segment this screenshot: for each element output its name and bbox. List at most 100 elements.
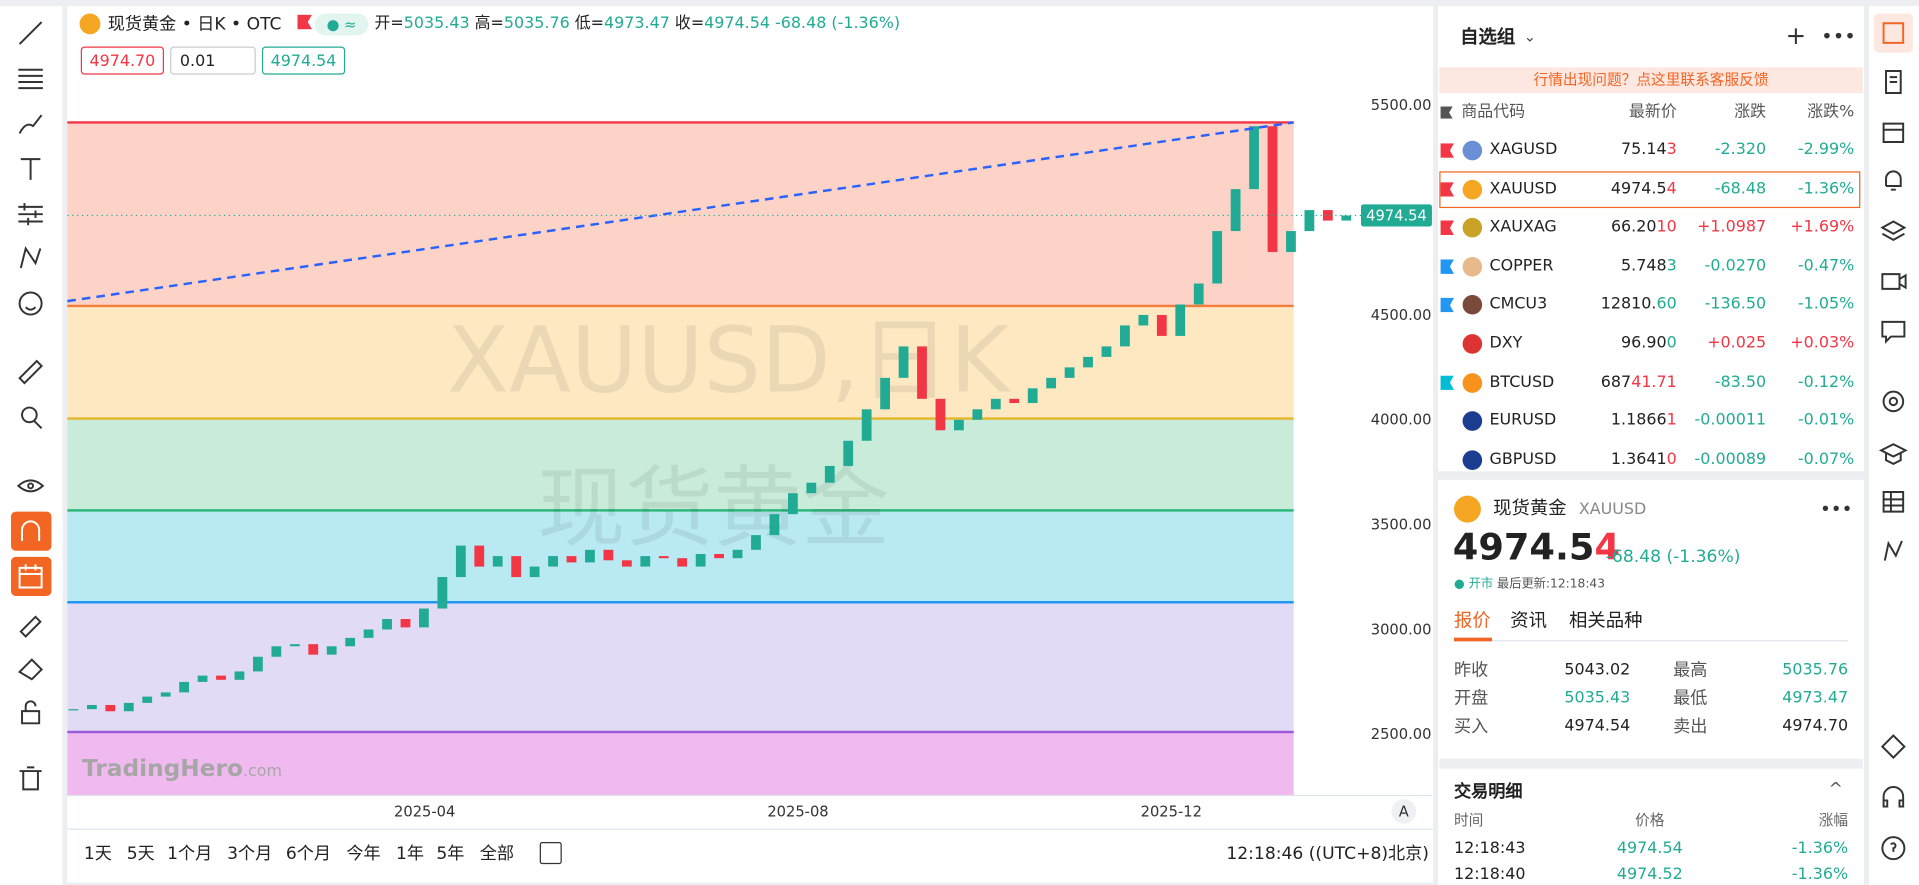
nav-icon[interactable] <box>1882 491 1905 513</box>
timeframe[interactable]: 1年 <box>395 844 425 865</box>
qty-input[interactable]: 0.01 <box>170 46 256 75</box>
nav-icon[interactable] <box>1882 390 1905 413</box>
tool-icon[interactable] <box>19 766 42 791</box>
tab[interactable]: 报价 <box>1453 609 1491 632</box>
symbol[interactable]: CMCU3 <box>1489 295 1548 314</box>
compare-button[interactable] <box>539 842 562 865</box>
nav-icon[interactable] <box>1882 785 1905 808</box>
market-status: ● ≈ <box>314 13 369 36</box>
tool-icon[interactable] <box>21 406 43 430</box>
timeframe[interactable]: 全部 <box>479 844 515 865</box>
nav-icon[interactable] <box>1881 320 1906 344</box>
tab[interactable]: 相关品种 <box>1569 609 1643 632</box>
timeframe[interactable]: 1天 <box>83 844 112 865</box>
watermark-name: 现货黄金 <box>537 457 889 560</box>
nav-icon[interactable] <box>1882 22 1905 44</box>
symbol[interactable]: BTCUSD <box>1489 372 1555 392</box>
updated: 最后更新:12:18:43 <box>1496 577 1606 592</box>
candle <box>1212 231 1223 284</box>
symbol-icon <box>1462 256 1483 277</box>
watchlist-title[interactable]: 自选组 <box>1460 25 1516 48</box>
tool-icon[interactable] <box>18 114 43 134</box>
price: 1.36410 <box>1611 451 1677 467</box>
timeframe[interactable]: 5天 <box>126 844 155 865</box>
timeframe[interactable]: 今年 <box>346 844 381 865</box>
candle <box>843 440 854 466</box>
symbol[interactable]: XAUUSD <box>1489 179 1557 198</box>
tool-icon[interactable] <box>18 359 43 385</box>
tool-icon[interactable] <box>19 246 42 269</box>
candle <box>474 545 485 567</box>
symbol[interactable]: GBPUSD <box>1489 450 1557 469</box>
tool-icon[interactable] <box>18 203 43 226</box>
tool-active-bg[interactable] <box>11 511 52 551</box>
tab[interactable]: 资讯 <box>1510 609 1548 632</box>
nav-icon[interactable] <box>1880 220 1907 242</box>
change-pct: +1.69% <box>1790 218 1855 237</box>
tool-active-bg[interactable] <box>11 556 52 597</box>
nav-icon[interactable] <box>1881 836 1906 861</box>
dropdown-caret[interactable]: ⌄ <box>1523 28 1537 46</box>
symbol[interactable]: XAUXAG <box>1489 218 1557 237</box>
symbol[interactable]: XAGUSD <box>1489 140 1558 160</box>
close-value: 4974.54 <box>704 14 770 34</box>
nav-icon[interactable] <box>1878 443 1908 465</box>
tool-icon[interactable] <box>18 21 43 45</box>
tab-underline <box>1453 637 1492 642</box>
candle <box>179 681 190 693</box>
candle <box>751 535 761 550</box>
symbol[interactable]: EURUSD <box>1489 411 1557 430</box>
candle <box>548 556 558 567</box>
tool-icon[interactable] <box>21 520 41 541</box>
price: 66.2010 <box>1611 219 1677 235</box>
change-pct: -0.47% <box>1797 256 1855 276</box>
current-price-label: 4974.54 <box>1366 207 1427 224</box>
trade-price: 4974.54 <box>1616 839 1683 858</box>
nav-icon[interactable] <box>1880 734 1906 759</box>
timeframe[interactable]: 3个月 <box>227 844 273 865</box>
trade-price: 4974.52 <box>1616 865 1683 884</box>
tool-icon[interactable] <box>18 68 43 90</box>
timeframe[interactable]: 6个月 <box>285 844 332 865</box>
symbol-icon <box>1462 372 1483 393</box>
nav-icon[interactable] <box>1882 122 1905 143</box>
candle <box>714 554 724 559</box>
timeframe[interactable]: 1个月 <box>167 844 213 865</box>
collapse-caret[interactable]: ^ <box>1828 779 1843 800</box>
symbol[interactable]: DXY <box>1489 334 1523 353</box>
row-highlight[interactable] <box>1439 170 1861 208</box>
scale-mode-button[interactable] <box>1391 799 1417 824</box>
left-toolbar <box>0 6 63 885</box>
tool-icon[interactable] <box>18 291 43 316</box>
notice[interactable]: 行情出现问题？点这里联系客服反馈 <box>1533 70 1769 89</box>
nav-active-bg[interactable] <box>1873 13 1913 53</box>
symbol[interactable]: COPPER <box>1489 256 1554 276</box>
tool-icon[interactable] <box>20 158 41 180</box>
nav-icon[interactable] <box>1885 170 1902 191</box>
symbol-icon <box>1462 179 1483 199</box>
sell-button[interactable]: 4974.70 <box>80 46 165 75</box>
tool-icon[interactable] <box>19 615 42 638</box>
tool-icon[interactable] <box>18 658 43 681</box>
scale-mode-label[interactable]: A <box>1399 803 1409 820</box>
divider <box>1453 640 1849 642</box>
buy-button[interactable]: 4974.54 <box>261 46 346 75</box>
price-tail: 10 <box>1656 218 1677 237</box>
nav-icon[interactable] <box>1885 70 1902 94</box>
candle <box>806 482 817 494</box>
tool-icon[interactable] <box>16 479 45 493</box>
more-button[interactable]: ••• <box>1821 24 1856 48</box>
nav-icon[interactable] <box>1883 540 1903 561</box>
y-tick-label: 3000.00 <box>1371 621 1432 638</box>
candle <box>621 560 632 567</box>
add-button[interactable]: + <box>1785 20 1807 51</box>
nav-icon[interactable] <box>1881 273 1907 290</box>
candle <box>603 549 614 561</box>
clock: 12:18:46 ((UTC+8)北京) <box>1226 844 1429 865</box>
candle <box>898 346 909 378</box>
tool-icon[interactable] <box>21 700 41 725</box>
timeframe[interactable]: 5年 <box>436 844 465 865</box>
more-button[interactable]: ••• <box>1819 498 1853 521</box>
tool-icon[interactable] <box>18 564 43 589</box>
quote-label: 昨收 <box>1453 660 1489 681</box>
